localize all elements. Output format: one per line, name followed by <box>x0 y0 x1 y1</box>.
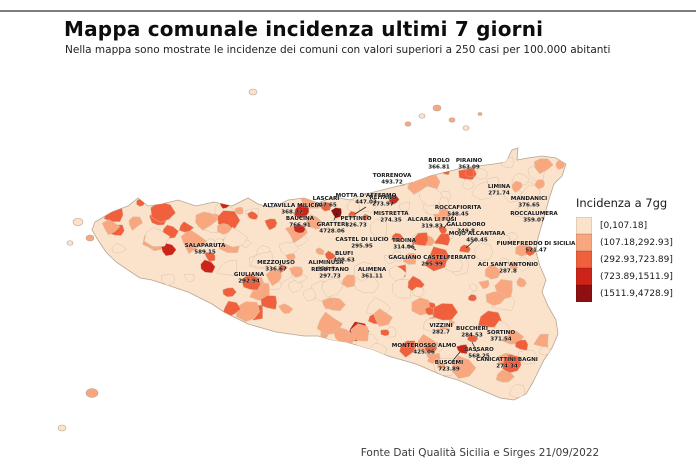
minor-island <box>432 104 442 112</box>
map-label-mezzojuso: MEZZOJUSO 336.67 <box>257 260 295 273</box>
map-label-baucina: BAUCINA 766.91 <box>286 216 315 229</box>
page-title: Mappa comunale incidenza ultimi 7 giorni <box>64 17 544 41</box>
legend-range-label: [0,107.18] <box>600 220 648 231</box>
map-label-motta-d-affermo: MOTTA D'AFFERMO 447.03 <box>336 193 397 206</box>
minor-island <box>57 424 67 432</box>
legend-class-1: (107.18,292.93] <box>576 234 694 251</box>
map-label-buscemi: BUSCEMI 723.89 <box>435 360 463 373</box>
legend-class-3: (723.89,1511.9] <box>576 268 694 285</box>
minor-island <box>404 121 412 127</box>
map-label-roccafiorita: ROCCAFIORITA 548.45 <box>435 205 482 218</box>
map-label-limina: LIMINA 271.74 <box>488 184 511 197</box>
label-leader-line <box>443 212 456 229</box>
map-label-fiumefreddo-di-sicilia: FIUMEFREDDO DI SICILIA 521.47 <box>497 241 576 254</box>
map-label-gallodoro: GALLODORO 349.8 <box>446 222 485 235</box>
map-label-mojo-alcantara: MOJO ALCANTARA 450.45 <box>449 231 506 244</box>
map-label-alimena: ALIMENA 361.11 <box>358 267 387 280</box>
legend-rows: [0,107.18] (107.18,292.93] (292.93,723.89]… <box>576 217 694 302</box>
legend: Incidenza a 7gg [0,107.18] (107.18,292.93… <box>576 196 694 302</box>
map-label-vizzini: VIZZINI 282.7 <box>429 323 452 336</box>
legend-swatch <box>576 251 592 268</box>
label-leader-line <box>471 341 478 353</box>
legend-title: Incidenza a 7gg <box>576 196 668 210</box>
minor-island <box>66 240 74 246</box>
map-label-aliminusa: ALIMINUSA 356.5 <box>308 260 344 273</box>
map-label-cassaro: CASSARO 568.25 <box>464 347 494 360</box>
map-label-salaparuta: SALAPARUTA 589.15 <box>185 243 226 256</box>
minor-island <box>462 125 470 131</box>
map-label-gratteri: GRATTERI 4728.06 <box>317 222 348 235</box>
map-label-altavilla-milicia: ALTAVILLA MILICIA 368.72 <box>263 203 322 216</box>
map-label-giuliana: GIULIANA 292.94 <box>234 272 265 285</box>
map-label-roccalumera: ROCCALUMERA 359.07 <box>510 211 558 224</box>
map-label-gagliano-castelferrato: GAGLIANO CASTELFERRATO 295.99 <box>388 255 476 268</box>
map-label-mistretta: MISTRETTA 274.35 <box>373 211 409 224</box>
label-leader-line <box>465 238 477 249</box>
minor-island <box>85 388 99 398</box>
legend-class-2: (292.93,723.89] <box>576 251 694 268</box>
label-leader-line <box>406 244 417 251</box>
legend-class-0: [0,107.18] <box>576 217 694 234</box>
legend-class-4: (1511.9,4728.9] <box>576 285 694 302</box>
map-label-brolo: BROLO 366.81 <box>428 158 450 171</box>
map-label-pettineo: PETTINEO 326.73 <box>340 216 371 229</box>
legend-range-label: (723.89,1511.9] <box>600 271 673 282</box>
page-subtitle: Nella mappa sono mostrate le incidenze d… <box>65 44 611 56</box>
map-label-lascari: LASCARI 547.65 <box>313 196 340 209</box>
map-label-aci-sant-antonio: ACI SANT'ANTONIO 287.8 <box>478 262 538 275</box>
legend-swatch <box>576 234 592 251</box>
minor-island <box>448 117 456 123</box>
map-label-sortino: SORTINO 371.54 <box>487 330 515 343</box>
legend-swatch <box>576 285 592 302</box>
label-leader-line <box>354 206 367 215</box>
legend-range-label: (292.93,723.89] <box>600 254 673 265</box>
map-label-reitano: REITANO 273.97 <box>369 195 397 208</box>
legend-range-label: (107.18,292.93] <box>600 237 673 248</box>
top-divider <box>0 10 696 12</box>
label-leader-line <box>449 351 461 365</box>
map-label-monterosso-almo: MONTEROSSO ALMO 425.06 <box>392 343 457 356</box>
map-label-troina: TROINA 314.06 <box>392 238 417 251</box>
minor-island <box>248 88 258 96</box>
minor-island <box>72 217 84 227</box>
minor-island <box>477 112 483 116</box>
map-label-mandanici: MANDANICI 376.65 <box>511 196 548 209</box>
map-label-resuttano: RESUTTANO 297.73 <box>311 267 349 280</box>
label-leader-line <box>333 212 338 221</box>
map-label-blufi: BLUFI 408.63 <box>333 251 355 264</box>
map-label-buccheri: BUCCHERI 284.53 <box>456 326 488 339</box>
map-label-castel-di-lucio: CASTEL DI LUCIO 295.95 <box>335 237 388 250</box>
legend-swatch <box>576 217 592 234</box>
map-label-piraino: PIRAINO 363.09 <box>456 158 483 171</box>
legend-range-label: (1511.9,4728.9] <box>600 288 673 299</box>
minor-island <box>418 113 426 119</box>
minor-island <box>85 234 95 242</box>
map-label-canicattini-bagni: CANICATTINI BAGNI 274.34 <box>476 357 538 370</box>
map-label-torrenova: TORRENOVA 493.72 <box>373 173 412 186</box>
legend-swatch <box>576 268 592 285</box>
map-label-alcara-li-fusi: ALCARA LI FUSI 319.83 <box>408 217 457 230</box>
source-note: Fonte Dati Qualità Sicilia e Sirges 21/0… <box>360 447 600 459</box>
